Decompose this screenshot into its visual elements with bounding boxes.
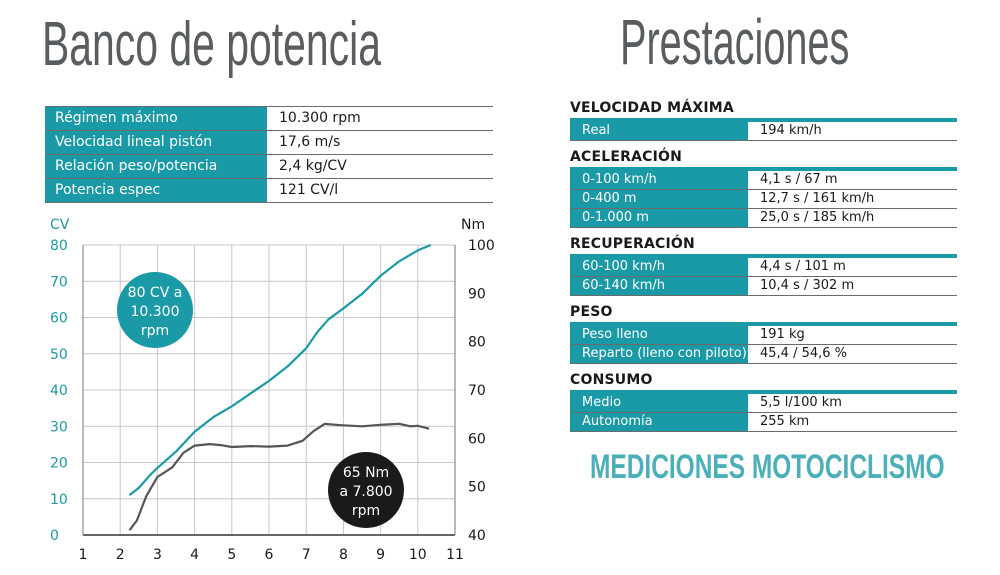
right-tick-label: 100 xyxy=(468,238,495,254)
spec-value: 121 CV/l xyxy=(279,182,339,198)
dyno-spec-table: Régimen máximo 10.300 rpm Velocidad line… xyxy=(45,106,493,203)
perf-label: Reparto (lleno con piloto) xyxy=(570,345,748,363)
perf-value: 25,0 s / 185 km/h xyxy=(760,210,875,225)
left-tick-label: 20 xyxy=(50,456,68,472)
perf-label: 60-140 km/h xyxy=(570,277,748,295)
annotation-text: rpm xyxy=(141,323,169,339)
spec-row-specific-power: Potencia espec 121 CV/l xyxy=(45,179,493,203)
right-tick-label: 80 xyxy=(468,335,486,351)
right-tick-label: 90 xyxy=(468,286,486,302)
perf-value: 4,1 s / 67 m xyxy=(760,172,838,187)
x-tick-label: 11 xyxy=(446,547,464,563)
spec-label: Potencia espec xyxy=(45,179,267,202)
right-tick-label: 50 xyxy=(468,480,486,496)
perf-section-acceleration: ACELERACIÓN 0-100 km/h 4,1 s / 67 m 0-40… xyxy=(570,147,957,228)
perf-value: 45,4 / 54,6 % xyxy=(760,346,848,361)
left-tick-label: 60 xyxy=(50,311,68,327)
dyno-title: Banco de potencia xyxy=(42,10,381,79)
annotation-text: 65 Nm xyxy=(343,465,389,481)
spec-label: Relación peso/potencia xyxy=(45,155,267,178)
perf-value: 4,4 s / 101 m xyxy=(760,259,846,274)
series-line-torque xyxy=(128,422,430,531)
annotation-text: 80 CV a xyxy=(128,285,183,301)
perf-row: Reparto (lleno con piloto) 45,4 / 54,6 % xyxy=(570,345,957,364)
perf-section-recovery: RECUPERACIÓN 60-100 km/h 4,4 s / 101 m 6… xyxy=(570,234,957,296)
perf-row: Real 194 km/h xyxy=(570,122,957,141)
x-tick-label: 2 xyxy=(116,547,125,563)
annotation-text: 10.300 xyxy=(131,304,180,320)
perf-label: Real xyxy=(570,122,748,140)
left-tick-label: 0 xyxy=(50,528,59,544)
perf-row: Medio 5,5 l/100 km xyxy=(570,394,957,413)
perf-heading: VELOCIDAD MÁXIMA xyxy=(570,100,734,116)
spec-value: 10.300 rpm xyxy=(279,110,361,126)
perf-row: 60-100 km/h 4,4 s / 101 m xyxy=(570,258,957,277)
x-tick-label: 4 xyxy=(190,547,199,563)
left-tick-label: 40 xyxy=(50,383,68,399)
performance-table: VELOCIDAD MÁXIMA Real 194 km/h ACELERACI… xyxy=(570,98,957,438)
perf-row: 0-100 km/h 4,1 s / 67 m xyxy=(570,171,957,190)
x-tick-label: 7 xyxy=(302,547,311,563)
annotation-text: a 7.800 xyxy=(339,484,392,500)
perf-value: 255 km xyxy=(760,414,810,429)
x-tick-label: 9 xyxy=(376,547,385,563)
perf-label: Autonomía xyxy=(570,413,748,431)
right-tick-label: 60 xyxy=(468,431,486,447)
perf-label: 0-100 km/h xyxy=(570,171,748,189)
left-tick-label: 80 xyxy=(50,238,68,254)
performance-title: Prestaciones xyxy=(620,6,850,78)
annotation-badge-torque-peak xyxy=(328,452,404,528)
spec-label: Velocidad lineal pistón xyxy=(45,131,267,154)
x-tick-label: 3 xyxy=(153,547,162,563)
perf-value: 12,7 s / 161 km/h xyxy=(760,191,875,206)
spec-label: Régimen máximo xyxy=(45,107,267,130)
perf-section-weight: PESO Peso lleno 191 kg Reparto (lleno co… xyxy=(570,302,957,364)
spec-value: 2,4 kg/CV xyxy=(279,158,347,174)
perf-value: 191 kg xyxy=(760,327,805,342)
perf-row: Peso lleno 191 kg xyxy=(570,326,957,345)
perf-heading: PESO xyxy=(570,304,613,320)
left-axis-unit: CV xyxy=(50,217,70,233)
spec-row-piston-speed: Velocidad lineal pistón 17,6 m/s xyxy=(45,131,493,155)
right-axis-unit: Nm xyxy=(461,217,485,233)
dyno-chart: 1 2 3 4 5 6 7 8 9 10 11 0 10 20 30 40 50 60 70 80 40 50 60 70 80… xyxy=(50,217,495,563)
perf-row: Autonomía 255 km xyxy=(570,413,957,432)
perf-label: 60-100 km/h xyxy=(570,258,748,276)
right-tick-label: 70 xyxy=(468,383,486,399)
perf-value: 10,4 s / 302 m xyxy=(760,278,855,293)
perf-row: 0-400 m 12,7 s / 161 km/h xyxy=(570,190,957,209)
perf-row: 60-140 km/h 10,4 s / 302 m xyxy=(570,277,957,296)
perf-value: 194 km/h xyxy=(760,123,822,138)
spec-value: 17,6 m/s xyxy=(279,134,341,150)
x-tick-label: 6 xyxy=(265,547,274,563)
spec-row-weight-power: Relación peso/potencia 2,4 kg/CV xyxy=(45,155,493,179)
perf-heading: RECUPERACIÓN xyxy=(570,236,695,252)
x-tick-label: 10 xyxy=(409,547,427,563)
left-tick-label: 30 xyxy=(50,419,68,435)
annotation-text: rpm xyxy=(352,503,380,519)
left-tick-label: 70 xyxy=(50,274,68,290)
perf-label: 0-400 m xyxy=(570,190,748,208)
perf-label: 0-1.000 m xyxy=(570,209,748,227)
perf-label: Peso lleno xyxy=(570,326,748,344)
right-tick-label: 40 xyxy=(468,528,486,544)
series-line-power xyxy=(128,243,432,496)
perf-heading: ACELERACIÓN xyxy=(570,149,683,165)
perf-section-consumption: CONSUMO Medio 5,5 l/100 km Autonomía 255… xyxy=(570,370,957,432)
left-tick-label: 10 xyxy=(50,492,68,508)
perf-row: 0-1.000 m 25,0 s / 185 km/h xyxy=(570,209,957,228)
x-tick-label: 5 xyxy=(227,547,236,563)
source-label: MEDICIONES MOTOCICLISMO xyxy=(590,448,945,486)
x-tick-label: 1 xyxy=(79,547,88,563)
perf-section-top-speed: VELOCIDAD MÁXIMA Real 194 km/h xyxy=(570,98,957,141)
spec-row-max-rpm: Régimen máximo 10.300 rpm xyxy=(45,106,493,131)
perf-value: 5,5 l/100 km xyxy=(760,395,842,410)
left-tick-label: 50 xyxy=(50,347,68,363)
perf-label: Medio xyxy=(570,394,748,412)
x-tick-label: 8 xyxy=(339,547,348,563)
perf-heading: CONSUMO xyxy=(570,372,653,388)
annotation-badge-power-peak xyxy=(117,272,193,348)
